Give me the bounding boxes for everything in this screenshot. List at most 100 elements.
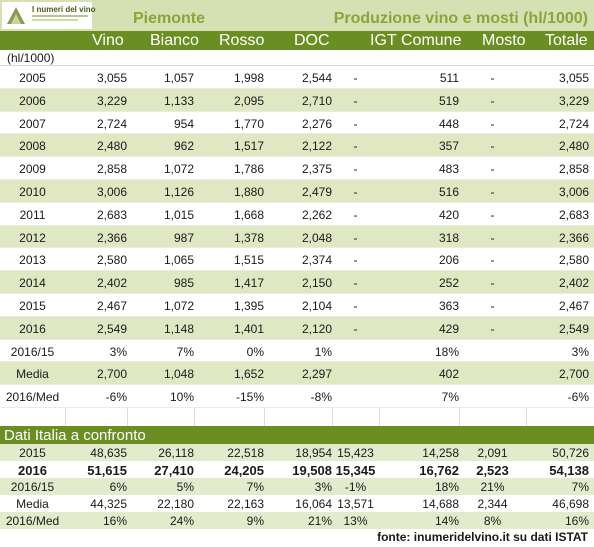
column-header-igt: IGT: [370, 32, 397, 49]
cell-igt: -: [353, 71, 358, 85]
table-row: 2006 3,229 1,133 2,095 2,710 - 519 - 3,229: [0, 88, 594, 112]
cell-igt: -: [353, 276, 358, 291]
cell-bianco: 1,057: [163, 71, 194, 85]
cell-vino: 2,402: [96, 276, 127, 291]
cell-bianco: 10%: [169, 390, 194, 405]
unit-row: (hl/1000): [0, 50, 594, 66]
cell-doc: 2,104: [301, 299, 332, 313]
table-row: 2016 51,615 27,410 24,205 19,508 15,345 16,762…: [0, 461, 594, 478]
cell-vino: 6%: [109, 480, 127, 494]
cell-year: 2015: [19, 446, 46, 460]
cell-mosto: -: [490, 139, 495, 154]
cell-rosso: 24,205: [224, 463, 264, 478]
cell-bianco: 1,072: [163, 162, 194, 177]
italy-section-title: Dati Italia a confronto: [4, 427, 146, 444]
cell-comune: 511: [439, 71, 459, 85]
cell-doc: 2,479: [301, 185, 332, 199]
cell-totale: 2,683: [558, 207, 589, 222]
cell-rosso: 1,880: [233, 185, 264, 199]
cell-totale: 16%: [564, 514, 589, 528]
cell-year: 2012: [19, 230, 46, 245]
column-header-comune: Comune: [401, 32, 462, 49]
cell-rosso: 7%: [246, 480, 264, 494]
cell-year: 2016: [18, 463, 47, 478]
cell-rosso: 1,378: [233, 230, 264, 245]
cell-totale: 2,724: [558, 116, 589, 131]
table-row: Media 44,325 22,180 22,163 16,064 13,571 14,68…: [0, 495, 594, 512]
unit-label: (hl/1000): [7, 51, 55, 65]
cell-vino: 3,006: [96, 185, 127, 199]
cell-rosso: 1,401: [233, 321, 264, 336]
cell-comune: 318: [438, 230, 459, 245]
cell-rosso: 22,518: [227, 446, 264, 460]
cell-comune: 18%: [434, 480, 459, 494]
cell-comune: 516: [438, 185, 459, 199]
cell-totale: 2,467: [558, 299, 589, 313]
table-row: 2015 48,635 26,118 22,518 18,954 15,423 14,258…: [0, 444, 594, 461]
cell-totale: 2,858: [558, 162, 589, 177]
cell-comune: 14%: [434, 514, 459, 528]
table-row: 2010 3,006 1,126 1,880 2,479 - 516 - 3,006: [0, 180, 594, 203]
cell-vino: 2,580: [96, 253, 127, 268]
cell-comune: 14,258: [422, 446, 459, 460]
cell-vino: 2,683: [96, 207, 127, 222]
cell-vino: 3,055: [96, 71, 127, 85]
cell-doc: 2,262: [301, 207, 332, 222]
cell-year: 2006: [19, 93, 46, 108]
cell-vino: 48,635: [90, 446, 127, 460]
cell-igt: -: [353, 230, 358, 245]
cell-mosto: -: [490, 93, 495, 108]
cell-mosto: -: [490, 185, 495, 199]
cell-bianco: 24%: [169, 514, 194, 528]
region-title: Piemonte: [133, 10, 206, 27]
cell-igt: -: [353, 93, 358, 108]
logo: I numeri del vino: [2, 2, 96, 29]
cell-vino: 3,229: [96, 93, 127, 108]
cell-comune: 363: [438, 299, 459, 313]
cell-igt: -: [353, 253, 358, 268]
cell-totale: 7%: [571, 480, 589, 494]
column-header-rosso: Rosso: [219, 32, 265, 49]
table-title: Produzione vino e mosti (hl/1000): [333, 10, 588, 27]
cell-vino: 2,366: [96, 230, 127, 245]
cell-rosso: 1,770: [233, 116, 264, 131]
cell-vino: 2,467: [96, 299, 127, 313]
cell-year: Media: [16, 497, 49, 511]
cell-vino: 16%: [102, 514, 127, 528]
cell-igt: -: [353, 299, 358, 313]
cell-rosso: 22,163: [227, 497, 264, 511]
cell-totale: 2,580: [558, 253, 589, 268]
cell-rosso: 1,395: [233, 299, 264, 313]
cell-igt: 15,345: [335, 463, 376, 478]
cell-bianco: 27,410: [154, 463, 194, 478]
cell-year: 2016: [19, 321, 46, 336]
cell-comune: 14,688: [422, 497, 459, 511]
cell-mosto: -: [490, 162, 495, 177]
cell-comune: 357: [438, 139, 459, 154]
cell-year: 2008: [19, 139, 46, 154]
cell-comune: 7%: [441, 390, 459, 405]
cell-bianco: 1,065: [163, 253, 194, 268]
cell-doc: 2,150: [301, 276, 332, 291]
cell-rosso: 1,417: [233, 276, 264, 291]
cell-igt: -: [353, 207, 358, 222]
cell-mosto: -: [490, 71, 495, 85]
cell-vino: 2,724: [96, 116, 127, 131]
cell-igt: -1%: [344, 480, 367, 494]
cell-totale: 54,138: [549, 463, 589, 478]
table-row: 2016/15 3% 7% 0% 1% 18% 3%: [0, 339, 594, 363]
cell-mosto: -: [490, 321, 495, 336]
cell-rosso: 1,998: [233, 71, 264, 85]
cell-bianco: 5%: [176, 480, 194, 494]
cell-year: Media: [16, 367, 49, 382]
cell-bianco: 954: [173, 116, 194, 131]
cell-doc: 16,064: [295, 497, 332, 511]
cell-year: 2005: [19, 71, 46, 85]
table-row: 2005 3,055 1,057 1,998 2,544 - 511 - 3,055: [0, 66, 594, 89]
cell-doc: 18,954: [295, 446, 332, 460]
cell-year: 2016/15: [10, 344, 55, 359]
cell-bianco: 1,048: [163, 367, 194, 382]
table-row: 2016/Med 16% 24% 9% 21% 13% 14% 8% 16%: [0, 512, 594, 529]
cell-rosso: 1,668: [233, 207, 264, 222]
